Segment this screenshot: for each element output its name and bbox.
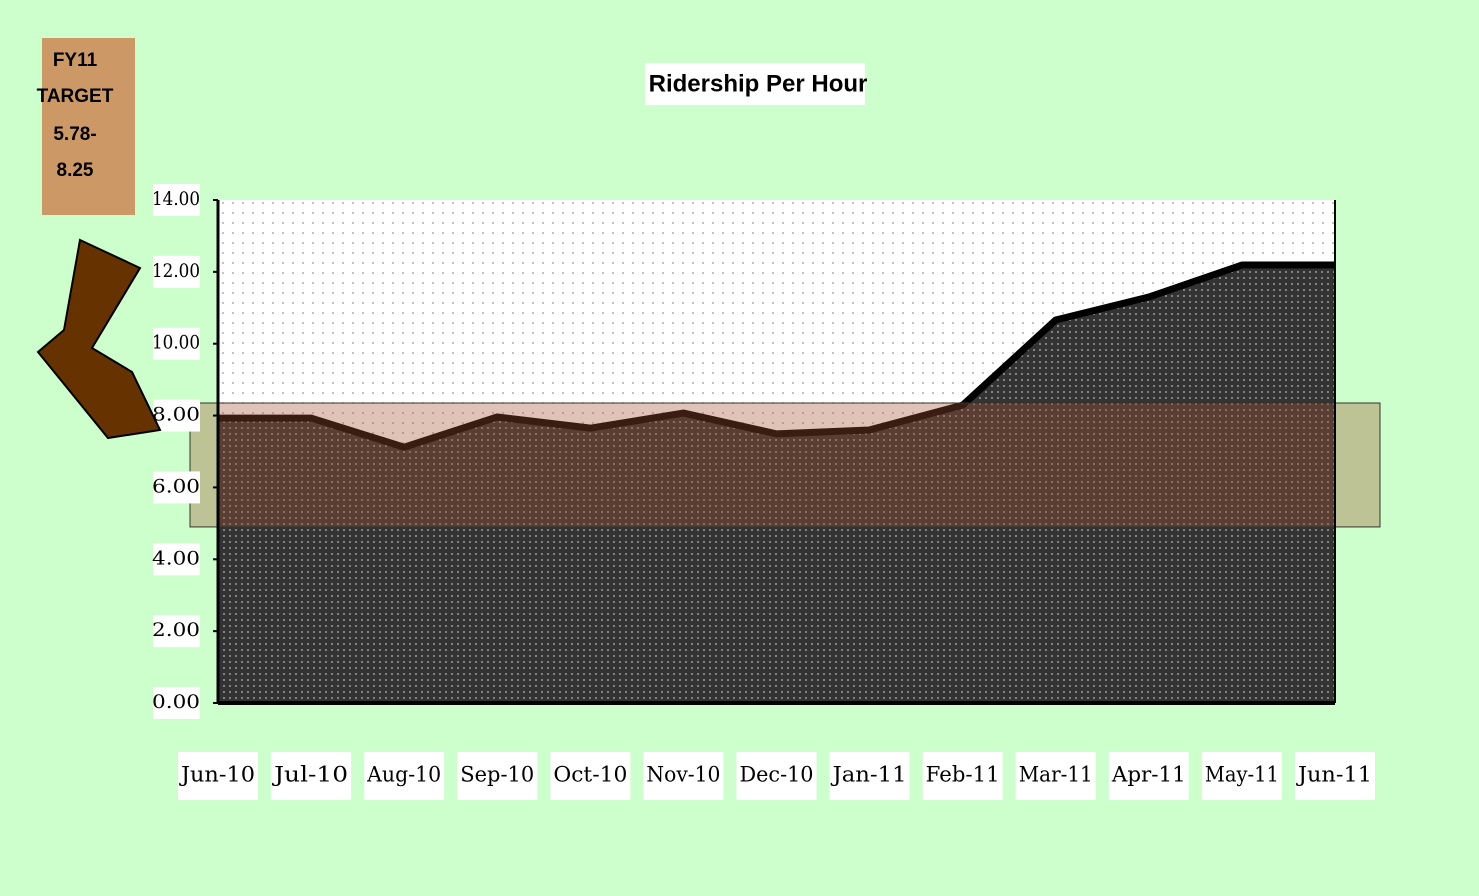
x-tick-label: Sep-10 <box>460 763 534 787</box>
x-tick-label: Feb-11 <box>926 763 1000 787</box>
x-tick-label: Aug-10 <box>366 763 441 787</box>
x-tick-label: Jul-10 <box>272 763 348 787</box>
title-box <box>645 63 865 105</box>
y-tick-box <box>153 255 200 288</box>
target-label: 5.78- <box>53 124 96 145</box>
x-tick-label: Nov-10 <box>646 763 720 787</box>
x-tick-box <box>1015 752 1096 800</box>
x-tick-label: May-11 <box>1205 763 1279 787</box>
x-tick-label: Apr-11 <box>1111 763 1186 787</box>
target-label: 8.25 <box>57 160 94 181</box>
x-tick-box <box>1201 752 1282 800</box>
y-tick-box <box>153 327 200 360</box>
y-tick-box <box>153 543 200 576</box>
x-tick-box <box>364 752 445 800</box>
y-tick-box <box>153 615 200 648</box>
x-tick-box <box>1108 752 1189 800</box>
y-tick-label: 2.00 <box>152 619 200 641</box>
y-tick-box <box>153 687 200 719</box>
x-tick-box <box>1295 752 1375 800</box>
x-tick-label: Jan-11 <box>830 763 906 787</box>
y-tick-box <box>153 471 200 504</box>
x-tick-box <box>829 752 910 800</box>
x-tick-label: Jun-11 <box>1296 763 1372 787</box>
y-tick-label: 12.00 <box>152 260 200 282</box>
target-box <box>42 38 135 215</box>
target-label: TARGET <box>37 86 114 107</box>
x-tick-label: Mar-11 <box>1019 763 1093 787</box>
y-tick-label: 6.00 <box>152 475 200 497</box>
x-tick-box <box>550 752 631 800</box>
target-label: FY11 <box>53 50 98 71</box>
area <box>218 265 1335 703</box>
y-tick-label: 14.00 <box>152 188 200 210</box>
arrow <box>36 238 162 440</box>
y-tick-box <box>153 184 200 216</box>
chart-title: Ridership Per Hour <box>649 70 868 97</box>
y-tick-box <box>153 399 200 432</box>
x-tick-label: Jun-10 <box>179 763 255 787</box>
x-tick-box <box>643 752 724 800</box>
y-tick-label: 10.00 <box>152 332 200 354</box>
x-tick-box <box>178 752 258 800</box>
x-tick-box <box>736 752 817 800</box>
x-tick-box <box>922 752 1003 800</box>
y-tick-label: 8.00 <box>152 404 200 426</box>
target-band <box>189 402 1381 528</box>
line <box>218 261 1335 451</box>
x-tick-label: Oct-10 <box>553 763 627 787</box>
y-tick-label: 4.00 <box>152 547 200 569</box>
x-tick-box <box>457 752 538 800</box>
x-tick-box <box>271 752 352 800</box>
y-tick-label: 0.00 <box>152 691 200 713</box>
x-tick-label: Dec-10 <box>740 763 814 787</box>
